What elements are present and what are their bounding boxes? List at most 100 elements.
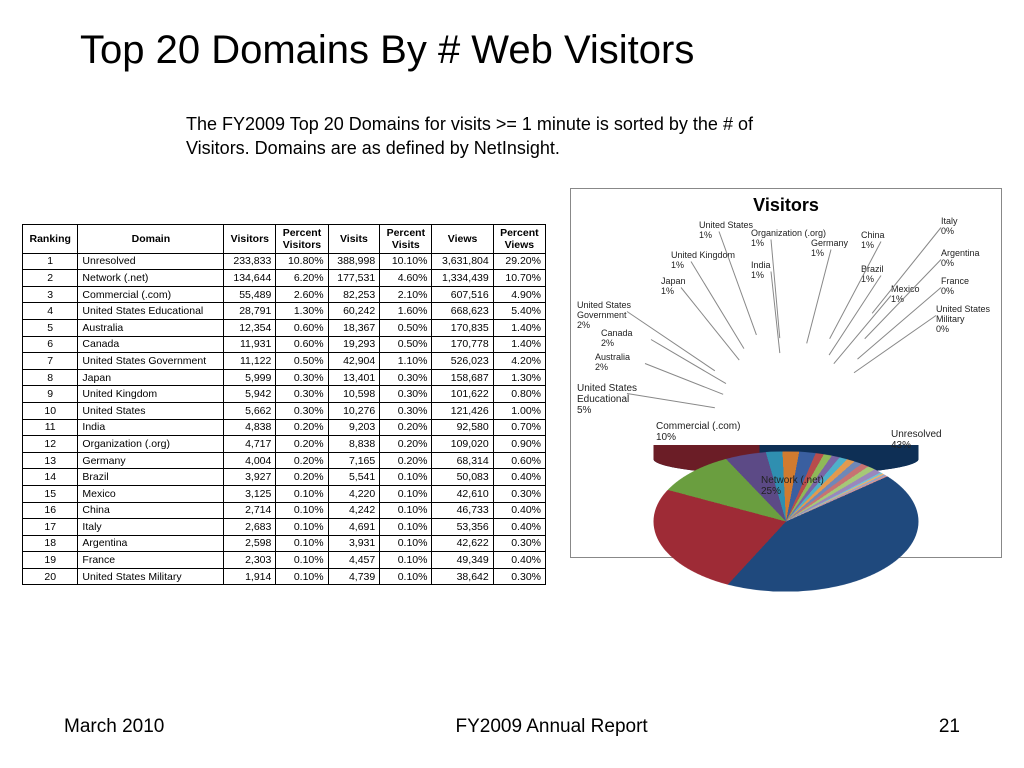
table-header-cell: Ranking bbox=[23, 225, 78, 254]
table-header-cell: Visitors bbox=[224, 225, 276, 254]
slide-footer: March 2010 FY2009 Annual Report 21 bbox=[64, 716, 960, 738]
table-header-cell: Views bbox=[432, 225, 493, 254]
table-cell: 0.10% bbox=[276, 502, 328, 519]
table-cell: 2.10% bbox=[380, 286, 432, 303]
table-cell: Canada bbox=[78, 336, 224, 353]
table-cell: 50,083 bbox=[432, 469, 493, 486]
table-cell: 0.10% bbox=[380, 552, 432, 569]
table-cell: 0.10% bbox=[380, 535, 432, 552]
visitors-pie-chart: Visitors Unresolved43%Network (.net)25%C… bbox=[570, 188, 1002, 558]
table-cell: 0.40% bbox=[493, 519, 545, 536]
table-cell: 92,580 bbox=[432, 419, 493, 436]
table-cell: 0.20% bbox=[380, 452, 432, 469]
table-cell: 4,717 bbox=[224, 436, 276, 453]
table-row: 11India4,8380.20%9,2030.20%92,5800.70% bbox=[23, 419, 546, 436]
table-cell: 29.20% bbox=[493, 253, 545, 270]
table-cell: 0.10% bbox=[380, 519, 432, 536]
table-cell: 0.30% bbox=[493, 535, 545, 552]
pie-leader-line bbox=[681, 287, 740, 360]
pie-slice-label: Canada2% bbox=[601, 329, 633, 349]
table-cell: 3,631,804 bbox=[432, 253, 493, 270]
table-row: 16China2,7140.10%4,2420.10%46,7330.40% bbox=[23, 502, 546, 519]
table-cell: 101,622 bbox=[432, 386, 493, 403]
table-cell: 10.10% bbox=[380, 253, 432, 270]
table-cell: 10.80% bbox=[276, 253, 328, 270]
table-row: 12Organization (.org)4,7170.20%8,8380.20… bbox=[23, 436, 546, 453]
table-cell: 526,023 bbox=[432, 353, 493, 370]
table-cell: Network (.net) bbox=[78, 270, 224, 287]
table-cell: 4,691 bbox=[328, 519, 380, 536]
table-cell: 0.20% bbox=[380, 436, 432, 453]
table-cell: 3 bbox=[23, 286, 78, 303]
table-row: 18Argentina2,5980.10%3,9310.10%42,6220.3… bbox=[23, 535, 546, 552]
table-cell: 4,220 bbox=[328, 485, 380, 502]
table-cell: 9,203 bbox=[328, 419, 380, 436]
footer-report: FY2009 Annual Report bbox=[455, 716, 647, 738]
table-cell: 4.20% bbox=[493, 353, 545, 370]
table-cell: 2.60% bbox=[276, 286, 328, 303]
table-cell: 28,791 bbox=[224, 303, 276, 320]
table-cell: 53,356 bbox=[432, 519, 493, 536]
table-cell: 13,401 bbox=[328, 369, 380, 386]
table-cell: 0.90% bbox=[493, 436, 545, 453]
table-row: 1Unresolved233,83310.80%388,99810.10%3,6… bbox=[23, 253, 546, 270]
domains-table: RankingDomainVisitorsPercentVisitorsVisi… bbox=[22, 224, 546, 585]
table-cell: 1.00% bbox=[493, 402, 545, 419]
table-cell: 3,931 bbox=[328, 535, 380, 552]
table-cell: 233,833 bbox=[224, 253, 276, 270]
table-cell: 121,426 bbox=[432, 402, 493, 419]
table-cell: 0.40% bbox=[493, 502, 545, 519]
table-cell: United States Military bbox=[78, 568, 224, 585]
table-cell: 0.20% bbox=[276, 419, 328, 436]
table-cell: 68,314 bbox=[432, 452, 493, 469]
table-cell: 0.50% bbox=[380, 319, 432, 336]
table-cell: 0.50% bbox=[276, 353, 328, 370]
footer-page-number: 21 bbox=[939, 716, 960, 738]
table-cell: 12 bbox=[23, 436, 78, 453]
table-cell: 0.30% bbox=[276, 386, 328, 403]
table-cell: 10,276 bbox=[328, 402, 380, 419]
table-header-cell: Domain bbox=[78, 225, 224, 254]
pie-slice-label: United States1% bbox=[699, 221, 753, 241]
table-cell: 1.30% bbox=[276, 303, 328, 320]
table-cell: 0.10% bbox=[380, 469, 432, 486]
table-body: 1Unresolved233,83310.80%388,99810.10%3,6… bbox=[23, 253, 546, 585]
table-cell: 38,642 bbox=[432, 568, 493, 585]
table-cell: 42,610 bbox=[432, 485, 493, 502]
table-cell: 18 bbox=[23, 535, 78, 552]
table-row: 8Japan5,9990.30%13,4010.30%158,6871.30% bbox=[23, 369, 546, 386]
pie-slice-label: France0% bbox=[941, 277, 969, 297]
table-cell: 4.60% bbox=[380, 270, 432, 287]
pie-slice-label: India1% bbox=[751, 261, 771, 281]
table-header-cell: PercentViews bbox=[493, 225, 545, 254]
table-row: 14Brazil3,9270.20%5,5410.10%50,0830.40% bbox=[23, 469, 546, 486]
table-row: 20United States Military1,9140.10%4,7390… bbox=[23, 568, 546, 585]
table-cell: 1.10% bbox=[380, 353, 432, 370]
table-cell: 177,531 bbox=[328, 270, 380, 287]
table-cell: 0.30% bbox=[276, 402, 328, 419]
pie-leader-line bbox=[627, 311, 716, 371]
table-cell: 19 bbox=[23, 552, 78, 569]
pie-leader-line bbox=[691, 261, 745, 348]
content-row: RankingDomainVisitorsPercentVisitorsVisi… bbox=[22, 224, 1002, 585]
table-cell: 607,516 bbox=[432, 286, 493, 303]
table-cell: 0.30% bbox=[380, 386, 432, 403]
table-row: 13Germany4,0040.20%7,1650.20%68,3140.60% bbox=[23, 452, 546, 469]
table-cell: 4,457 bbox=[328, 552, 380, 569]
pie-slice-label: United Kingdom1% bbox=[671, 251, 735, 271]
table-cell: 170,835 bbox=[432, 319, 493, 336]
table-row: 2Network (.net)134,6446.20%177,5314.60%1… bbox=[23, 270, 546, 287]
table-cell: 12,354 bbox=[224, 319, 276, 336]
table-cell: 4,739 bbox=[328, 568, 380, 585]
table-cell: 0.10% bbox=[276, 519, 328, 536]
table-cell: United States Government bbox=[78, 353, 224, 370]
table-cell: India bbox=[78, 419, 224, 436]
table-cell: 11,122 bbox=[224, 353, 276, 370]
table-cell: 0.10% bbox=[380, 485, 432, 502]
table-cell: 0.20% bbox=[276, 436, 328, 453]
table-cell: 0.40% bbox=[493, 469, 545, 486]
pie-slice-label: United States Educational5% bbox=[577, 383, 657, 416]
table-header-cell: PercentVisits bbox=[380, 225, 432, 254]
table-cell: 0.70% bbox=[493, 419, 545, 436]
pie-disc bbox=[654, 451, 919, 591]
